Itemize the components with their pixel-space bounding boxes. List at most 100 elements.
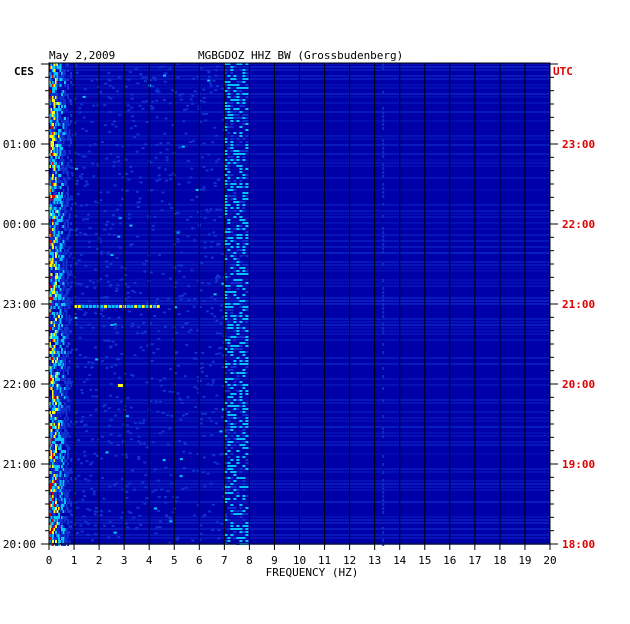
low-freq-cell [67,96,69,99]
harmonic-cell [230,312,234,314]
low-freq-cell [50,231,53,234]
speckle [164,466,168,469]
low-freq-cell [53,183,56,186]
speckle [205,310,209,313]
low-freq-cell [56,381,59,384]
low-freq-cell [61,255,63,258]
low-freq-cell [55,267,57,270]
speckle [156,410,160,413]
speckle [218,276,222,279]
speckle [125,415,129,418]
x-tick-label: 4 [146,554,153,567]
low-freq-cell [52,75,54,78]
low-freq-cell [67,177,69,180]
harmonic-cell [236,144,240,146]
speckle [89,474,93,477]
harmonic-cell [233,96,237,98]
speckle [168,427,172,430]
harmonic-cell [236,96,240,98]
speckle [196,470,200,473]
harmonic-cell [224,354,228,356]
low-freq-cell [59,309,62,312]
low-freq-cell [50,291,53,294]
harmonic-cell [224,294,228,296]
speckle [142,263,146,266]
speckle [162,99,166,101]
low-freq-cell [58,108,60,111]
speckle [194,357,198,360]
speckle [113,372,117,375]
low-freq-cell [49,342,51,345]
speckle [202,186,206,189]
low-freq-cell [62,363,65,366]
low-freq-cell [56,372,59,375]
low-freq-cell [56,468,59,471]
low-freq-cell [58,255,60,258]
speckle [87,150,91,153]
low-freq-cell [61,72,63,75]
low-freq-cell [68,468,71,471]
speckle [133,354,137,357]
low-freq-cell [58,234,60,237]
low-freq-cell [70,468,72,471]
harmonic-cell [242,120,246,122]
harmonic-cell [236,288,240,290]
harmonic-cell [233,399,237,401]
harmonic-cell [242,177,246,179]
low-freq-cell [53,201,56,204]
speckle [123,267,127,270]
weak-line-cell [382,487,385,490]
low-freq-cell [58,420,60,423]
low-freq-cell [53,510,56,513]
low-freq-cell [55,372,57,375]
low-freq-cell [50,150,53,153]
weak-line-cell [382,367,385,370]
low-freq-cell [52,504,54,507]
speckle [87,361,91,364]
low-freq-cell [50,336,53,339]
low-freq-cell [55,186,57,189]
harmonic-cell [230,264,234,266]
low-freq-cell [49,99,51,102]
low-freq-cell [64,450,66,453]
low-freq-cell [55,240,57,243]
speckle [102,405,105,408]
low-freq-cell [68,360,71,363]
low-freq-cell [62,267,65,270]
low-freq-cell [49,366,51,369]
speckle [189,98,193,101]
harmonic-cell [245,141,249,143]
speckle [204,112,208,115]
harmonic-cell [239,528,243,530]
low-freq-cell [50,501,53,504]
speckle [69,520,73,523]
low-freq-cell [52,306,54,309]
harmonic-cell [242,123,246,125]
harmonic-cell [224,102,228,104]
harmonic-cell [242,294,246,296]
harmonic-cell [239,363,243,365]
low-freq-cell [52,231,54,234]
harmonic-cell [239,237,243,239]
low-freq-cell [55,336,57,339]
low-freq-cell [61,183,63,186]
low-freq-cell [49,270,51,273]
low-freq-cell [62,102,65,105]
harmonic-cell [224,108,228,110]
speckle [137,201,141,203]
low-freq-cell [52,195,54,198]
speckle [93,513,97,516]
low-freq-cell [56,363,59,366]
speckle [215,275,219,278]
speckle [99,312,103,315]
low-freq-cell [59,363,62,366]
speckle [118,113,122,116]
harmonic-cell [233,195,237,197]
low-freq-cell [68,198,71,201]
speckle [218,215,222,218]
low-freq-cell [49,228,51,231]
low-freq-cell [56,219,59,222]
low-freq-cell [65,489,68,492]
speckle [215,319,219,322]
low-freq-cell [64,69,66,72]
